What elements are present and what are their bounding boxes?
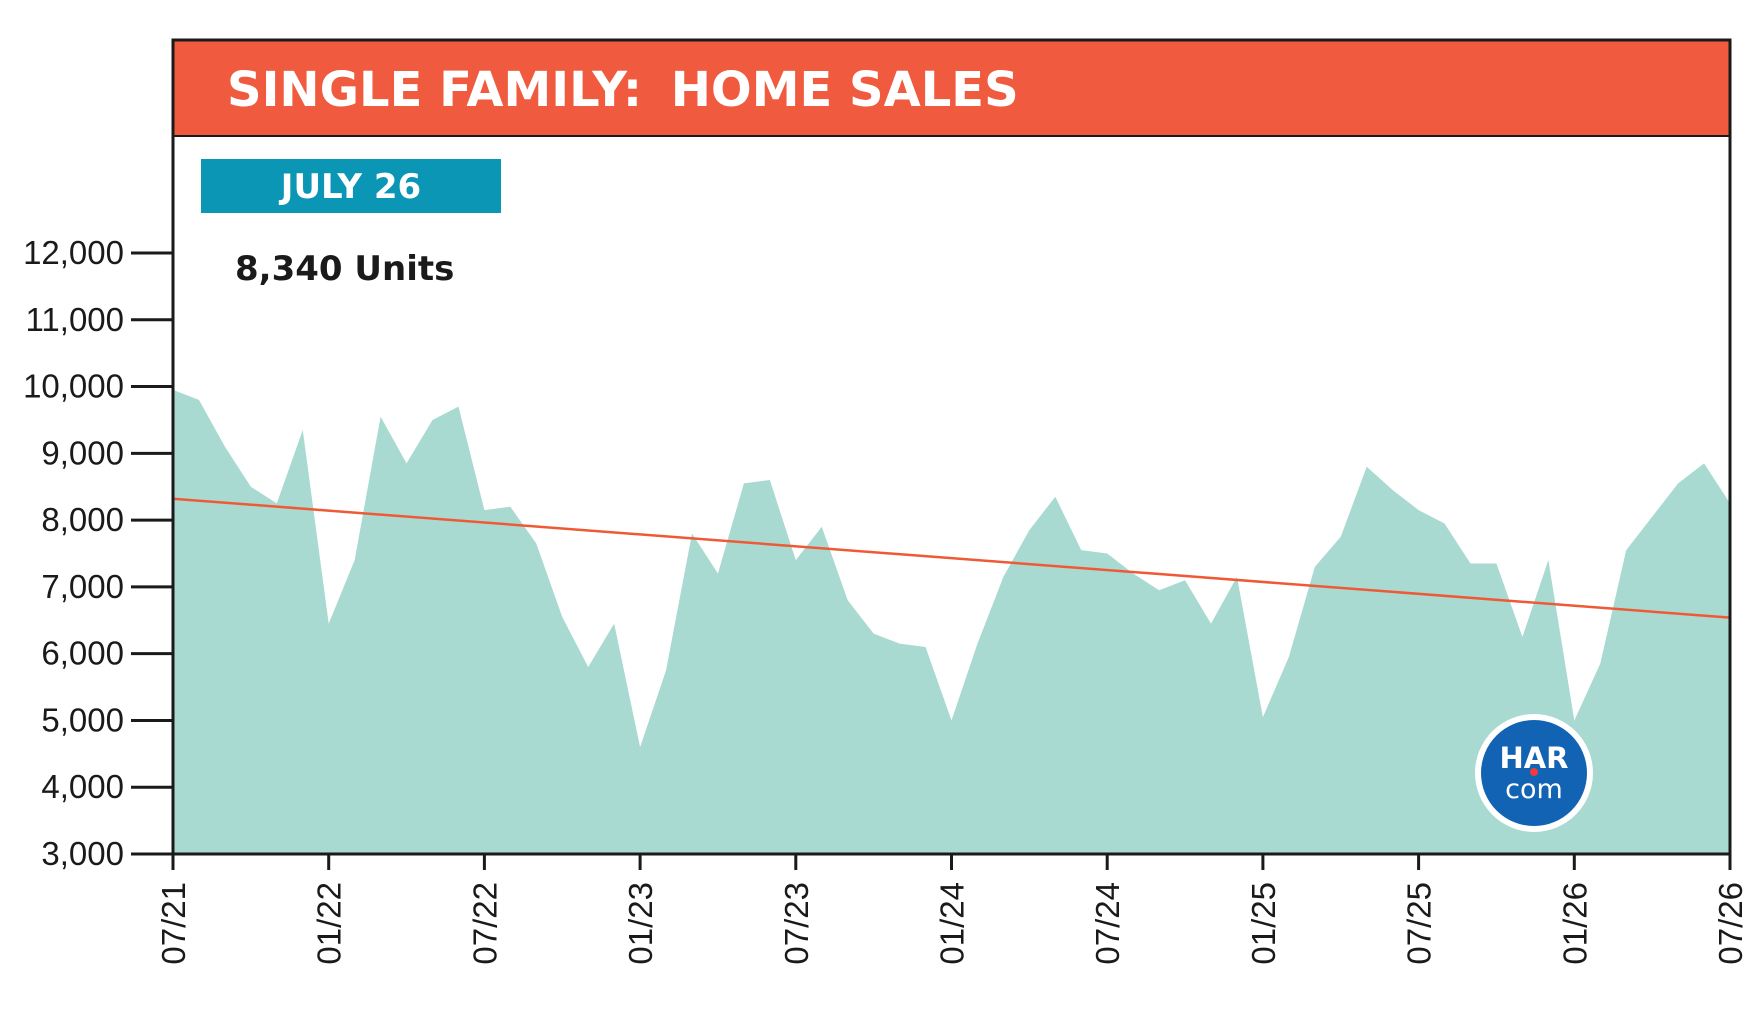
chart-title-part2: HOME SALES bbox=[671, 62, 1019, 118]
y-axis: 3,000 4,000 5,000 6,000 7,000 8,000 9,000 10,00… bbox=[23, 234, 173, 872]
x-tick-label: 01/24 bbox=[934, 882, 971, 965]
y-tick-label: 11,000 bbox=[26, 301, 124, 338]
x-tick-label: 01/22 bbox=[311, 882, 348, 965]
y-tick-label: 4,000 bbox=[41, 768, 124, 805]
logo-com-text: com bbox=[1505, 774, 1563, 805]
x-tick-label: 01/23 bbox=[622, 882, 659, 965]
trend-layer bbox=[172, 497, 1731, 619]
x-axis: 07/21 01/22 07/22 01/23 07/23 01/24 07/24 01/25… bbox=[155, 854, 1749, 965]
logo-dot bbox=[1530, 768, 1538, 776]
y-tick-label: 6,000 bbox=[41, 635, 124, 672]
chart-title: SINGLE FAMILY: HOME SALES bbox=[227, 62, 1019, 118]
sales-area bbox=[173, 389, 1730, 854]
y-tick-label: 5,000 bbox=[41, 701, 124, 738]
x-tick-label: 07/23 bbox=[778, 882, 815, 965]
x-tick-label: 07/24 bbox=[1089, 882, 1126, 965]
y-tick-label: 12,000 bbox=[23, 234, 124, 271]
title-bar bbox=[173, 40, 1730, 136]
y-tick-label: 9,000 bbox=[41, 434, 124, 471]
har-logo: HAR com bbox=[1475, 714, 1593, 832]
x-tick-label: 07/22 bbox=[466, 882, 503, 965]
y-tick-label: 3,000 bbox=[41, 835, 124, 872]
units-label: 8,340 Units bbox=[235, 249, 454, 289]
y-tick-label: 10,000 bbox=[23, 368, 124, 405]
y-tick-label: 7,000 bbox=[41, 568, 124, 605]
y-tick-label: 8,000 bbox=[41, 501, 124, 538]
chart-title-part1: SINGLE FAMILY: bbox=[227, 62, 642, 118]
x-tick-label: 07/25 bbox=[1401, 882, 1438, 965]
area-layer bbox=[173, 389, 1730, 854]
chart-frame bbox=[171, 38, 1732, 856]
trend-line bbox=[172, 497, 1731, 619]
month-badge-label: JULY 26 bbox=[279, 167, 421, 207]
x-tick-label: 07/21 bbox=[155, 882, 192, 965]
x-tick-label: 01/25 bbox=[1245, 882, 1282, 965]
month-badge bbox=[201, 159, 501, 213]
x-tick-label: 01/26 bbox=[1556, 882, 1593, 965]
x-tick-label: 07/26 bbox=[1712, 882, 1749, 965]
